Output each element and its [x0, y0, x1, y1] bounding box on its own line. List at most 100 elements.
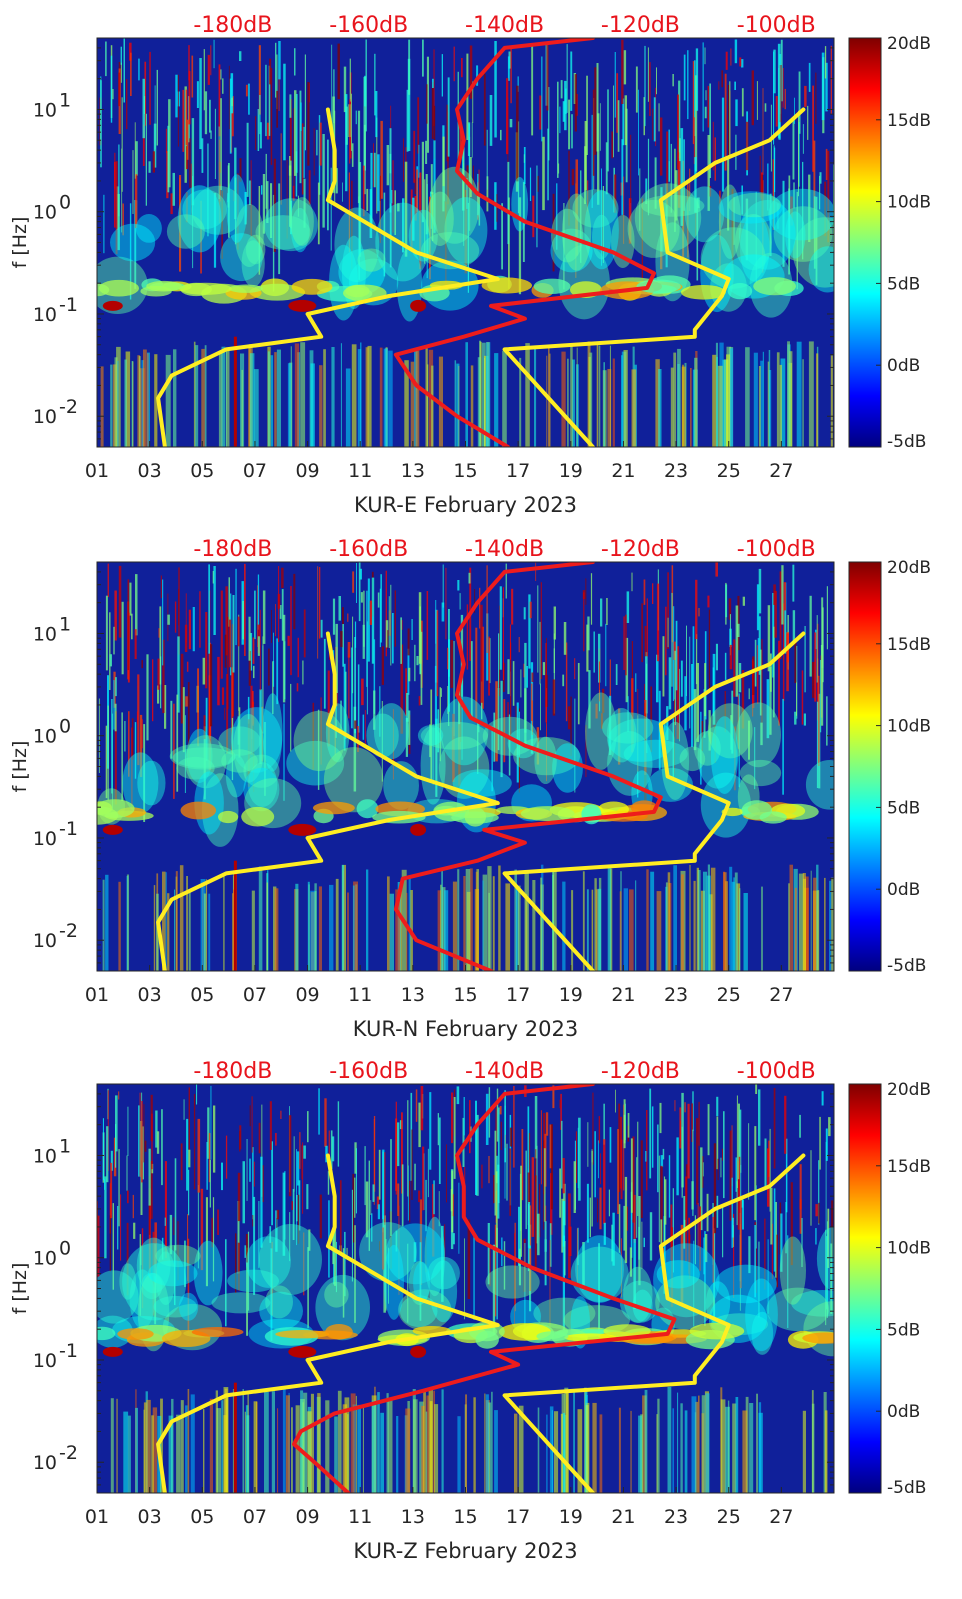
speckle	[605, 142, 608, 195]
lowfreq-column	[165, 354, 171, 447]
speckle	[547, 128, 549, 201]
speckle	[643, 579, 646, 605]
speckle	[831, 1200, 834, 1257]
yellow-curve-1	[156, 631, 500, 971]
speckle	[179, 175, 182, 272]
speckle	[518, 197, 522, 295]
lowfreq-column	[631, 369, 637, 447]
speckle	[221, 687, 225, 705]
speckle	[562, 1158, 565, 1194]
microseism-blob	[485, 1265, 540, 1299]
lowfreq-column	[365, 347, 369, 447]
speckle	[531, 672, 534, 683]
speckle	[716, 1096, 719, 1117]
lowfreq-column	[491, 1391, 493, 1493]
speckle	[523, 154, 525, 163]
speckle	[623, 50, 627, 85]
lowfreq-column	[694, 357, 698, 447]
speckle	[244, 563, 246, 656]
speckle	[662, 636, 665, 697]
speckle	[473, 1232, 475, 1320]
speckle	[265, 64, 267, 137]
speckle	[796, 191, 798, 290]
speckle	[568, 706, 571, 730]
x-tick-label: 11	[348, 1506, 372, 1528]
microseism-blob	[385, 1223, 445, 1285]
microseism-blob	[607, 718, 675, 762]
lowfreq-column	[787, 341, 790, 447]
speckle	[597, 113, 600, 205]
lowfreq-column	[691, 1396, 697, 1493]
speckle	[646, 1110, 648, 1191]
speckle	[143, 724, 146, 822]
speckle	[288, 1115, 292, 1197]
speckle	[651, 1106, 654, 1168]
speckle	[210, 45, 212, 76]
speckle	[826, 696, 828, 746]
speckle	[433, 105, 436, 159]
lowfreq-column	[758, 366, 761, 447]
top-axis-label: -160dB	[329, 13, 408, 38]
lowfreq-column	[123, 1411, 129, 1493]
microseism-blob	[262, 693, 283, 772]
microseism-blob	[243, 767, 280, 812]
speckle	[251, 1096, 253, 1153]
speckle	[418, 696, 421, 706]
speckle	[105, 595, 108, 671]
microseism-blob	[259, 1291, 303, 1330]
lowfreq-column	[187, 1389, 190, 1493]
lowfreq-column	[733, 877, 735, 971]
speckle	[687, 181, 689, 258]
speckle	[325, 1145, 328, 1163]
speckle	[592, 89, 595, 176]
colorbar-tick-label: 20dB	[887, 1080, 931, 1100]
x-tick-label: 03	[138, 460, 162, 482]
lowfreq-column	[253, 369, 259, 447]
speckle	[668, 161, 670, 183]
speckle	[500, 129, 502, 141]
lowfreq-column	[267, 351, 270, 447]
speckle	[557, 81, 559, 178]
speckle	[570, 696, 572, 756]
speckle	[458, 724, 461, 786]
lowfreq-column	[319, 365, 323, 447]
lowfreq-column	[188, 891, 191, 971]
y-tick-exponent: 1	[59, 1135, 71, 1157]
event-column	[233, 1382, 237, 1493]
speckle	[290, 683, 292, 752]
speckle	[267, 122, 270, 140]
event-blob	[102, 300, 123, 311]
x-tick-label: 23	[664, 984, 688, 1006]
speckle	[385, 620, 389, 648]
lowfreq-column	[337, 1390, 342, 1493]
speckle	[429, 196, 431, 280]
lowfreq-column	[596, 345, 599, 447]
speckle	[317, 709, 320, 790]
speckle	[379, 1241, 380, 1252]
speckle	[283, 63, 286, 161]
speckle	[289, 156, 291, 227]
speckle	[252, 637, 255, 664]
x-tick-label: 01	[85, 1506, 109, 1528]
speckle	[785, 1138, 788, 1213]
speckle	[126, 79, 128, 130]
speckle	[678, 138, 681, 162]
speckle	[357, 726, 359, 752]
speckle	[507, 702, 509, 717]
lowfreq-column	[329, 884, 334, 971]
y-axis-label: f [Hz]	[9, 1263, 31, 1315]
lowfreq-column	[650, 871, 655, 971]
lowfreq-column	[798, 873, 804, 971]
microseism-blob	[220, 233, 263, 282]
speckle	[499, 1106, 502, 1115]
speckle	[109, 654, 112, 667]
lowfreq-column	[185, 1405, 188, 1493]
speckle	[660, 1155, 664, 1168]
speckle	[380, 574, 382, 643]
speckle	[762, 180, 764, 273]
microseism-blob	[122, 1243, 187, 1321]
speckle	[537, 585, 539, 673]
speckle	[249, 1105, 251, 1127]
speckle	[115, 161, 118, 255]
lowfreq-column	[253, 1401, 258, 1493]
